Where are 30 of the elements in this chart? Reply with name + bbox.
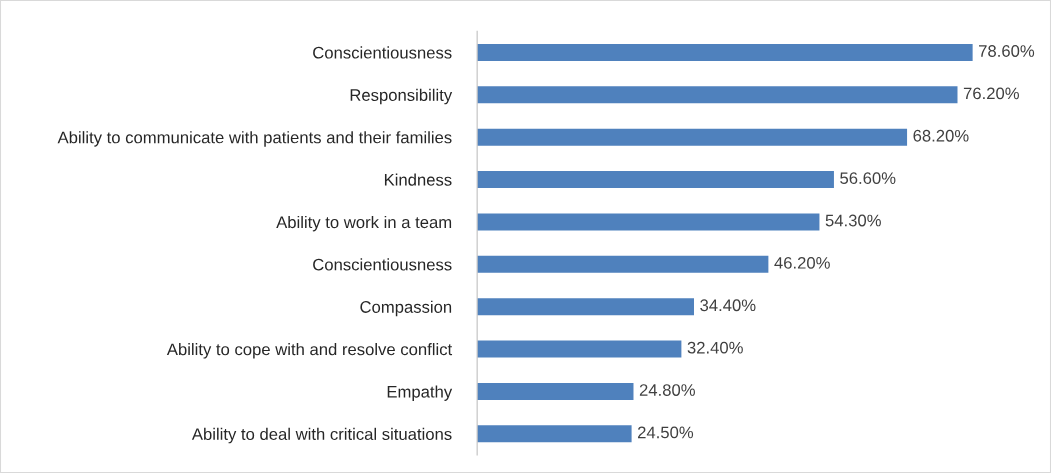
y-tick-label: Ability to communicate with patients and their families xyxy=(57,131,452,147)
bar xyxy=(477,425,632,443)
data-label: 46.20% xyxy=(774,256,830,269)
bar xyxy=(477,171,834,189)
y-tick-label: Ability to work in a team xyxy=(276,215,452,232)
data-label: 76.20% xyxy=(963,87,1019,100)
bar xyxy=(477,213,820,231)
y-tick-label: Conscientiousness xyxy=(313,46,452,59)
data-label: 68.20% xyxy=(913,129,969,142)
data-label: 24.50% xyxy=(637,426,694,439)
data-label: 32.40% xyxy=(687,341,743,354)
data-label: 24.80% xyxy=(639,384,695,396)
bar xyxy=(477,255,769,273)
bar xyxy=(477,128,908,146)
bar xyxy=(477,382,634,400)
y-tick-label: Conscientiousness xyxy=(313,258,452,271)
y-tick-label: Responsibility xyxy=(350,88,453,105)
y-tick-label: Empathy xyxy=(387,385,453,401)
bar xyxy=(477,340,682,358)
bar xyxy=(477,43,973,61)
y-tick-label: Compassion xyxy=(360,300,452,317)
data-label: 56.60% xyxy=(840,172,896,185)
data-label: 78.60% xyxy=(979,45,1035,57)
bar xyxy=(477,298,694,316)
bar xyxy=(477,86,958,104)
y-tick-label: Ability to cope with and resolve conflict xyxy=(166,343,453,359)
y-tick-label: Kindness xyxy=(384,173,452,186)
y-tick-label: Ability to deal with critical situations xyxy=(191,427,452,444)
data-label: 34.40% xyxy=(700,299,756,312)
data-label: 54.30% xyxy=(825,214,881,227)
